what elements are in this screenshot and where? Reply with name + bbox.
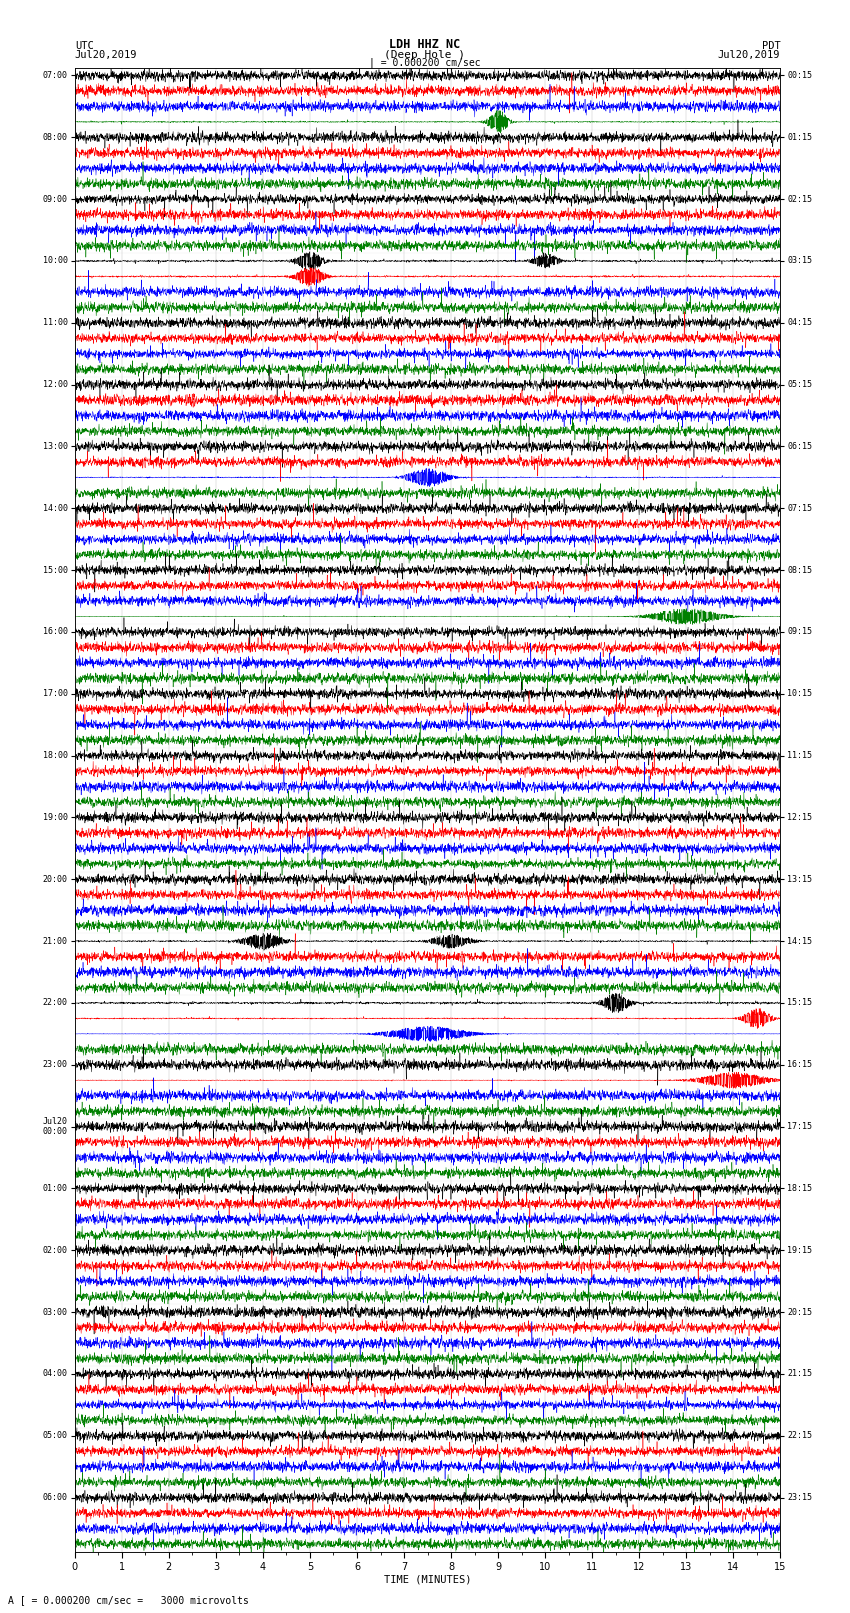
Text: Jul20,2019: Jul20,2019 xyxy=(75,50,138,60)
X-axis label: TIME (MINUTES): TIME (MINUTES) xyxy=(384,1574,471,1586)
Text: (Deep Hole ): (Deep Hole ) xyxy=(384,50,466,60)
Text: UTC: UTC xyxy=(75,40,94,50)
Text: Jul20,2019: Jul20,2019 xyxy=(717,50,780,60)
Text: PDT: PDT xyxy=(762,40,780,50)
Text: A [ = 0.000200 cm/sec =   3000 microvolts: A [ = 0.000200 cm/sec = 3000 microvolts xyxy=(8,1595,249,1605)
Text: LDH HHZ NC: LDH HHZ NC xyxy=(389,37,461,50)
Text: | = 0.000200 cm/sec: | = 0.000200 cm/sec xyxy=(369,56,481,68)
